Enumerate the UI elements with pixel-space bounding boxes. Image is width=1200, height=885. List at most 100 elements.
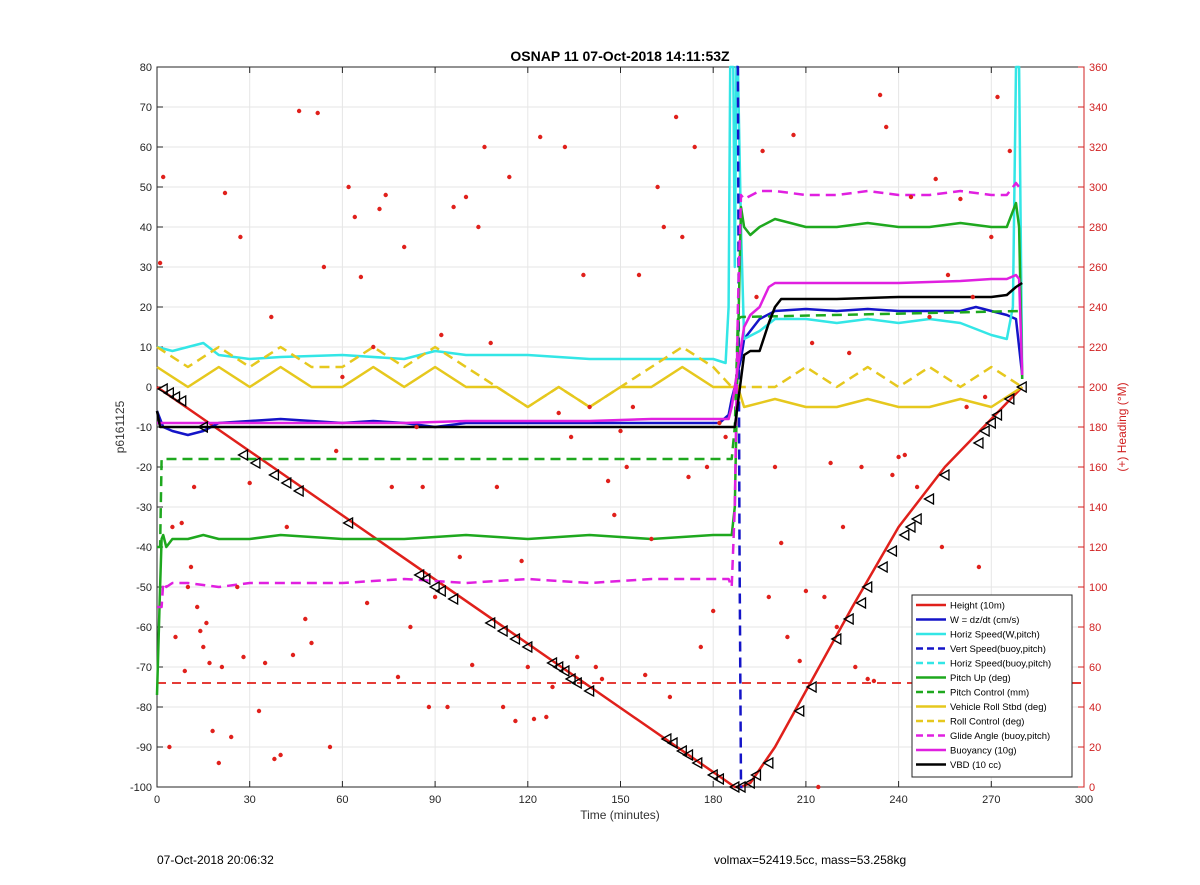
heading-point: [964, 404, 969, 410]
dive-marker: [434, 584, 446, 598]
heading-point: [157, 260, 163, 266]
heading-point: [309, 640, 314, 646]
heading-point: [470, 662, 475, 668]
heading-point: [630, 404, 636, 410]
dive-marker: [1003, 392, 1015, 406]
y2-tick-label: 260: [1089, 262, 1107, 274]
dive-marker: [546, 656, 558, 670]
heading-point: [296, 108, 302, 114]
y-tick-label: -10: [136, 422, 152, 434]
heading-point: [853, 664, 858, 670]
y2-tick-label: 220: [1089, 342, 1107, 354]
y2-tick-label: 360: [1089, 62, 1107, 74]
heading-point: [451, 204, 456, 210]
dive-marker: [428, 580, 440, 594]
x-tick-label: 30: [244, 794, 256, 806]
x-tick-label: 240: [889, 794, 907, 806]
dive-marker: [558, 664, 570, 678]
dive-marker: [898, 528, 910, 542]
heading-point: [933, 176, 938, 182]
y2-tick-label: 160: [1089, 462, 1107, 474]
heading-point: [673, 114, 679, 120]
heading-point: [593, 664, 598, 670]
dive-marker: [496, 624, 508, 638]
chart-title: OSNAP 11 07-Oct-2018 14:11:53Z: [510, 48, 730, 64]
x-tick-label: 60: [336, 794, 348, 806]
heading-point: [179, 520, 184, 526]
y-tick-label: -30: [136, 502, 152, 514]
legend-label-9: Glide Angle (buoy,pitch): [950, 731, 1050, 742]
heading-point: [958, 196, 963, 202]
heading-point: [241, 654, 246, 660]
heading-point: [797, 658, 802, 664]
y-tick-label: 20: [140, 302, 152, 314]
y-axis-label: p6161125: [113, 400, 127, 453]
y2-tick-label: 140: [1089, 502, 1107, 514]
dive-marker: [793, 704, 805, 718]
heading-point: [247, 480, 252, 486]
heading-point: [383, 192, 388, 198]
y-tick-label: -40: [136, 542, 152, 554]
heading-point: [927, 314, 932, 320]
dive-marker: [570, 676, 582, 690]
heading-point: [476, 224, 481, 230]
dive-marker: [249, 456, 261, 470]
heading-point: [568, 434, 574, 440]
heading-point: [238, 234, 243, 240]
heading-point: [989, 234, 994, 240]
dive-marker: [169, 390, 181, 404]
heading-point: [161, 174, 166, 180]
y-tick-label: 10: [140, 342, 152, 354]
heading-point: [902, 452, 907, 458]
x-tick-label: 0: [154, 794, 160, 806]
dive-marker: [855, 596, 867, 610]
heading-point: [1007, 148, 1012, 154]
heading-point: [896, 454, 901, 460]
y-tick-label: 60: [140, 142, 152, 154]
heading-point: [395, 674, 401, 680]
heading-point: [188, 564, 194, 570]
heading-point: [170, 524, 175, 530]
dive-marker: [413, 568, 425, 582]
dive-marker: [904, 520, 916, 534]
heading-point: [612, 512, 617, 518]
dive-marker: [842, 612, 854, 626]
dive-marker: [675, 744, 687, 758]
heading-point: [494, 484, 500, 490]
dive-markers: [156, 380, 1027, 794]
dive-marker: [521, 640, 533, 654]
dive-marker: [268, 468, 280, 482]
heading-point: [636, 272, 642, 278]
x-tick-label: 150: [611, 794, 629, 806]
y-tick-label: -90: [136, 742, 152, 754]
heading-point: [847, 350, 852, 356]
heading-point: [587, 404, 592, 410]
dive-marker: [728, 780, 740, 794]
x-tick-label: 180: [704, 794, 722, 806]
legend-label-3: Vert Speed(buoy,pitch): [950, 644, 1046, 655]
heading-point: [538, 134, 543, 140]
y2-tick-label: 300: [1089, 182, 1107, 194]
heading-point: [581, 272, 586, 278]
dive-marker: [156, 382, 168, 396]
dive-marker: [762, 756, 774, 770]
dive-marker: [734, 780, 746, 794]
series-line-3: [736, 65, 743, 789]
y-tick-label: 70: [140, 102, 152, 114]
heading-point: [605, 478, 611, 484]
heading-point: [785, 634, 790, 640]
x-axis-label: Time (minutes): [580, 808, 660, 822]
heading-point: [865, 676, 870, 682]
heading-point: [207, 660, 212, 666]
dive-marker: [691, 756, 703, 770]
heading-point: [890, 472, 895, 478]
series-line-2: [156, 65, 1024, 380]
heading-point: [877, 92, 883, 98]
heading-point: [939, 544, 945, 550]
footer-timestamp: 07-Oct-2018 20:06:32: [157, 853, 274, 867]
heading-point: [216, 760, 221, 766]
dive-marker: [938, 468, 950, 482]
dive-marker: [484, 616, 496, 630]
y-tick-label: -80: [136, 702, 152, 714]
heading-point: [828, 460, 833, 466]
